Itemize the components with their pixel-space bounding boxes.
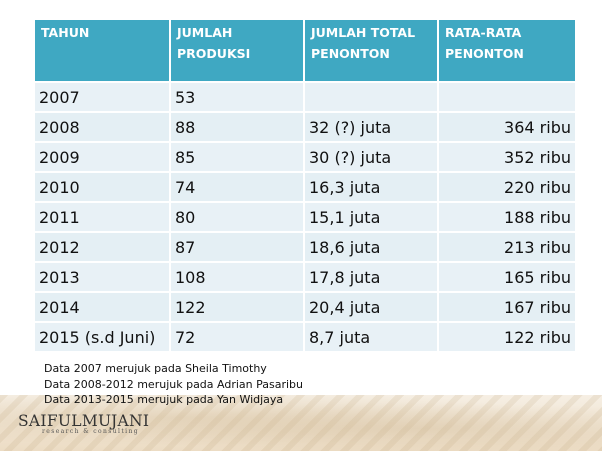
table-row: 2011 80 15,1 juta 188 ribu [35,203,575,231]
table-row: 2008 88 32 (?) juta 364 ribu [35,113,575,141]
cell-jumlah-produksi: 53 [171,83,303,111]
cell-jumlah-produksi: 74 [171,173,303,201]
cell-jumlah-produksi: 88 [171,113,303,141]
table-header-row: TAHUN JUMLAH PRODUKSI JUMLAH TOTAL PENON… [35,20,575,81]
header-line: TAHUN [41,25,90,40]
cell-jumlah-total-penonton: 18,6 juta [305,233,437,261]
company-logo: SAIFULMUJANI research & consulting [18,412,149,435]
cell-jumlah-produksi: 87 [171,233,303,261]
logo-name: SAIFULMUJANI [18,412,150,430]
table-row: 2014 122 20,4 juta 167 ribu [35,293,575,321]
cell-rata-rata-penonton: 213 ribu [439,233,575,261]
table-row: 2012 87 18,6 juta 213 ribu [35,233,575,261]
logo-tagline: research & consulting [42,428,140,435]
source-note: Data 2008-2012 merujuk pada Adrian Pasar… [44,377,304,391]
header-jumlah-total-penonton: JUMLAH TOTAL PENONTON [305,20,437,81]
cell-jumlah-total-penonton: 20,4 juta [305,293,437,321]
source-notes: Data 2007 merujuk pada Sheila Timothy Da… [44,361,303,408]
cell-rata-rata-penonton: 352 ribu [439,143,575,171]
header-tahun: TAHUN [35,20,169,81]
table-row: 2013 108 17,8 juta 165 ribu [35,263,575,291]
cell-rata-rata-penonton: 188 ribu [439,203,575,231]
cell-tahun: 2012 [35,233,169,261]
cell-tahun: 2015 (s.d Juni) [35,323,169,351]
header-jumlah-produksi: JUMLAH PRODUKSI [171,20,303,81]
source-note: Data 2007 merujuk pada Sheila Timothy [44,362,267,375]
cell-jumlah-produksi: 72 [171,323,303,351]
cell-jumlah-total-penonton: 15,1 juta [305,203,437,231]
cell-rata-rata-penonton [439,83,575,111]
header-line: PENONTON [445,46,524,61]
header-rata-rata-penonton: RATA-RATA PENONTON [439,20,575,81]
cell-jumlah-total-penonton: 30 (?) juta [305,143,437,171]
cell-tahun: 2008 [35,113,169,141]
cell-rata-rata-penonton: 167 ribu [439,293,575,321]
cell-jumlah-total-penonton: 8,7 juta [305,323,437,351]
cell-jumlah-produksi: 85 [171,143,303,171]
table-row: 2015 (s.d Juni) 72 8,7 juta 122 ribu [35,323,575,351]
cell-tahun: 2010 [35,173,169,201]
cell-rata-rata-penonton: 364 ribu [439,113,575,141]
table-row: 2010 74 16,3 juta 220 ribu [35,173,575,201]
cell-tahun: 2009 [35,143,169,171]
table-row: 2009 85 30 (?) juta 352 ribu [35,143,575,171]
data-table: TAHUN JUMLAH PRODUKSI JUMLAH TOTAL PENON… [33,18,577,353]
header-line: PRODUKSI [177,46,251,61]
cell-tahun: 2007 [35,83,169,111]
header-line: PENONTON [311,46,390,61]
cell-rata-rata-penonton: 165 ribu [439,263,575,291]
cell-jumlah-total-penonton [305,83,437,111]
cell-jumlah-produksi: 80 [171,203,303,231]
cell-tahun: 2011 [35,203,169,231]
header-line: JUMLAH [177,25,233,40]
cell-jumlah-total-penonton: 16,3 juta [305,173,437,201]
cell-jumlah-total-penonton: 17,8 juta [305,263,437,291]
header-line: JUMLAH TOTAL [311,25,416,40]
cell-jumlah-total-penonton: 32 (?) juta [305,113,437,141]
source-note: Data 2013-2015 merujuk pada Yan Widjaya [44,393,284,406]
cell-tahun: 2014 [35,293,169,321]
decorative-footer-band [0,395,602,451]
header-line: RATA-RATA [445,25,522,40]
cell-rata-rata-penonton: 122 ribu [439,323,575,351]
cell-tahun: 2013 [35,263,169,291]
cell-rata-rata-penonton: 220 ribu [439,173,575,201]
cell-jumlah-produksi: 122 [171,293,303,321]
cell-jumlah-produksi: 108 [171,263,303,291]
table-row: 2007 53 [35,83,575,111]
